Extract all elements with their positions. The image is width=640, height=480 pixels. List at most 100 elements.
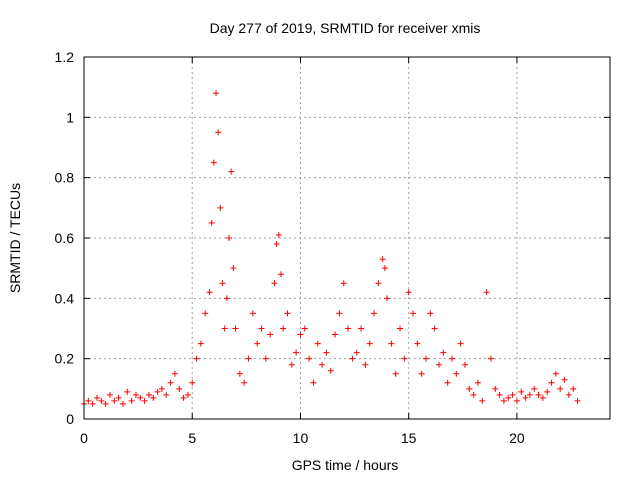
data-point bbox=[119, 400, 126, 407]
y-tick-label: 0.6 bbox=[55, 230, 75, 246]
x-tick-label: 10 bbox=[293, 430, 309, 446]
data-point bbox=[230, 265, 237, 272]
data-point bbox=[448, 355, 455, 362]
data-point bbox=[505, 394, 512, 401]
data-point bbox=[221, 325, 228, 332]
data-point bbox=[371, 310, 378, 317]
data-point bbox=[509, 391, 516, 398]
data-point bbox=[327, 367, 334, 374]
data-point bbox=[273, 241, 280, 248]
data-point bbox=[552, 370, 559, 377]
data-point bbox=[548, 379, 555, 386]
data-point bbox=[414, 340, 421, 347]
data-point bbox=[141, 397, 148, 404]
data-point bbox=[397, 325, 404, 332]
x-tick-label: 15 bbox=[401, 430, 417, 446]
data-point bbox=[518, 388, 525, 395]
data-point bbox=[167, 379, 174, 386]
data-point bbox=[163, 391, 170, 398]
data-point bbox=[561, 376, 568, 383]
data-point bbox=[332, 331, 339, 338]
data-point bbox=[189, 379, 196, 386]
data-point bbox=[180, 394, 187, 401]
data-point bbox=[249, 310, 256, 317]
data-point bbox=[492, 385, 499, 392]
data-point bbox=[496, 391, 503, 398]
y-tick-label: 1 bbox=[66, 109, 74, 125]
data-point bbox=[479, 397, 486, 404]
data-point bbox=[137, 394, 144, 401]
data-point bbox=[210, 159, 217, 166]
data-point bbox=[487, 355, 494, 362]
data-point bbox=[349, 355, 356, 362]
y-tick-label: 0.4 bbox=[55, 290, 75, 306]
data-point bbox=[267, 331, 274, 338]
data-point bbox=[453, 370, 460, 377]
data-points bbox=[81, 90, 581, 407]
data-point bbox=[93, 394, 100, 401]
data-point bbox=[171, 370, 178, 377]
data-point bbox=[531, 385, 538, 392]
y-tick-label: 0.2 bbox=[55, 351, 75, 367]
data-point bbox=[444, 379, 451, 386]
data-point bbox=[128, 397, 135, 404]
data-point bbox=[241, 379, 248, 386]
data-point bbox=[375, 280, 382, 287]
data-point bbox=[526, 391, 533, 398]
data-point bbox=[544, 388, 551, 395]
data-point bbox=[314, 340, 321, 347]
data-point bbox=[353, 349, 360, 356]
data-point bbox=[457, 340, 464, 347]
data-point bbox=[435, 361, 442, 368]
data-point bbox=[539, 394, 546, 401]
data-point bbox=[470, 391, 477, 398]
data-point bbox=[405, 289, 412, 296]
data-point bbox=[323, 349, 330, 356]
data-point bbox=[206, 289, 213, 296]
data-point bbox=[228, 168, 235, 175]
data-point bbox=[254, 340, 261, 347]
data-point bbox=[379, 256, 386, 263]
data-point bbox=[384, 295, 391, 302]
data-point bbox=[102, 400, 109, 407]
grid-lines bbox=[84, 57, 610, 419]
data-point bbox=[106, 391, 113, 398]
data-point bbox=[111, 397, 118, 404]
data-point bbox=[358, 325, 365, 332]
data-point bbox=[208, 219, 215, 226]
data-point bbox=[176, 385, 183, 392]
data-point bbox=[115, 394, 122, 401]
data-point bbox=[98, 397, 105, 404]
chart-title: Day 277 of 2019, SRMTID for receiver xmi… bbox=[210, 20, 481, 36]
y-tick-label: 0 bbox=[66, 411, 74, 427]
data-point bbox=[345, 325, 352, 332]
data-point bbox=[310, 379, 317, 386]
data-point bbox=[319, 361, 326, 368]
data-point bbox=[223, 295, 230, 302]
axis-ticks: 0 0.2 0.4 0.6 0.8 1 1.2 0 5 10 15 20 bbox=[55, 49, 610, 446]
data-point bbox=[124, 388, 131, 395]
data-point bbox=[513, 397, 520, 404]
data-point bbox=[336, 310, 343, 317]
data-point bbox=[262, 355, 269, 362]
y-axis-label: SRMTID / TECUs bbox=[7, 183, 23, 293]
data-point bbox=[258, 325, 265, 332]
data-point bbox=[277, 271, 284, 278]
data-point bbox=[215, 129, 222, 136]
data-point bbox=[570, 385, 577, 392]
data-point bbox=[340, 280, 347, 287]
data-point bbox=[226, 235, 233, 241]
data-point bbox=[362, 361, 369, 368]
data-point bbox=[392, 370, 399, 377]
data-point bbox=[431, 325, 438, 332]
data-point bbox=[293, 349, 300, 356]
data-point bbox=[306, 355, 313, 362]
x-tick-label: 20 bbox=[509, 430, 525, 446]
data-point bbox=[184, 391, 191, 398]
data-point bbox=[410, 310, 417, 317]
data-point bbox=[217, 204, 224, 211]
data-point bbox=[145, 391, 152, 398]
data-point bbox=[154, 388, 161, 395]
y-tick-label: 0.8 bbox=[55, 170, 75, 186]
